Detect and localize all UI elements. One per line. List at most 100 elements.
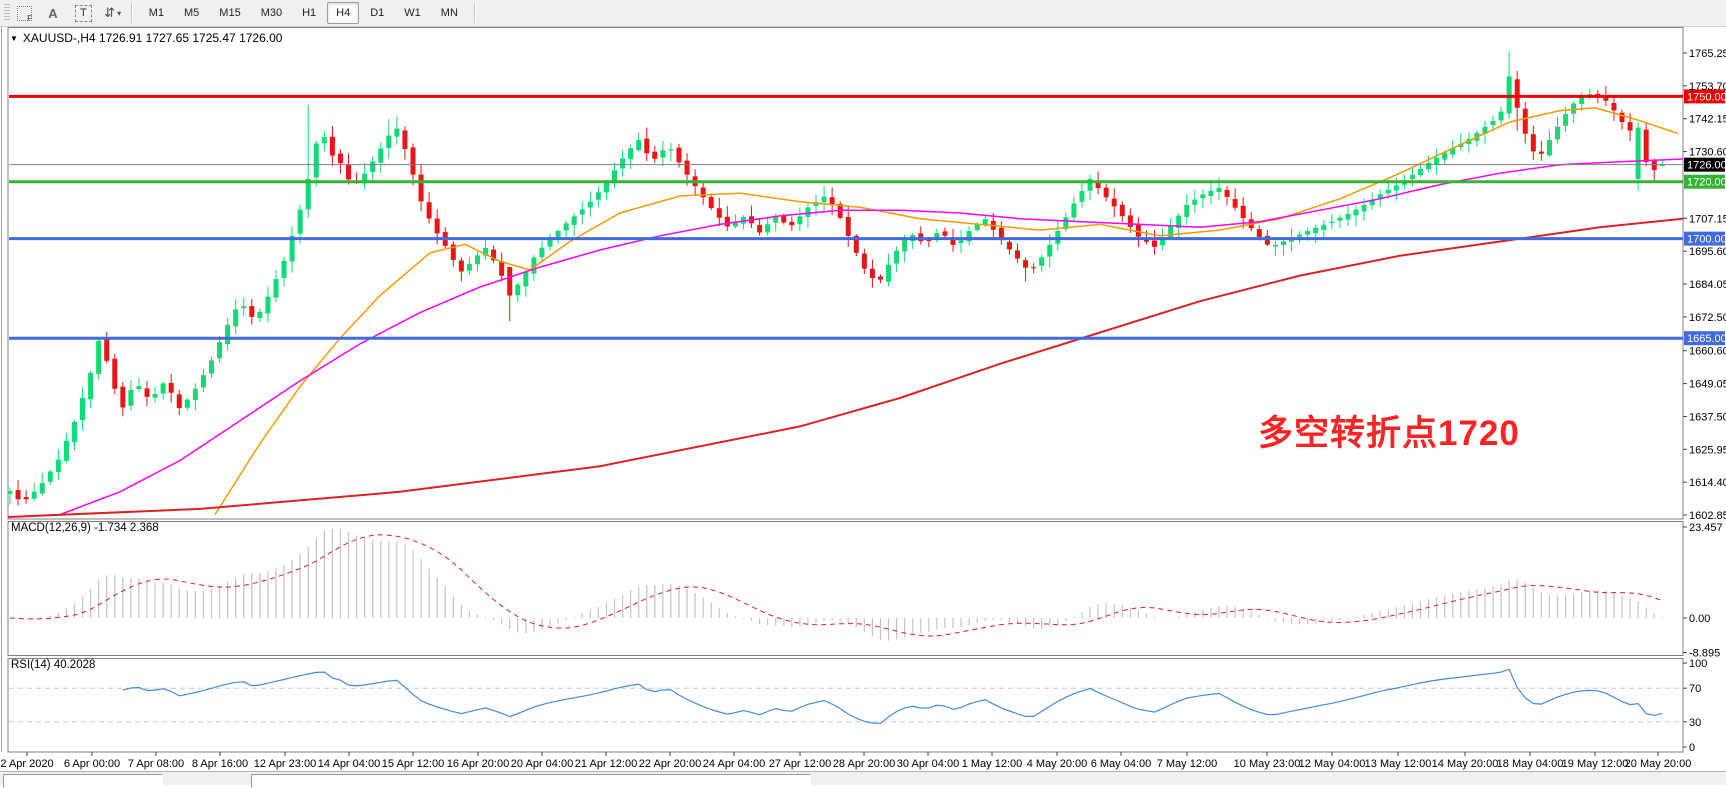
candle-body [571, 216, 577, 226]
macd-panel[interactable] [7, 521, 1684, 656]
text-annotation-button[interactable]: A [36, 3, 70, 23]
timeframe-button-MN[interactable]: MN [440, 7, 458, 19]
candle-body [555, 230, 561, 237]
candle-body [547, 238, 553, 247]
timeframe-button-M15[interactable]: M15 [219, 7, 241, 19]
macd-histogram-bar [904, 618, 906, 638]
macd-histogram-bar [186, 590, 188, 618]
date-axis-label: 20 May 20:00 [1625, 758, 1692, 770]
candle-body [362, 173, 368, 184]
status-section [251, 774, 811, 788]
candle-body [668, 149, 674, 151]
candle-body [1611, 102, 1617, 111]
macd-histogram-bar [541, 618, 543, 630]
candle-body [974, 224, 980, 231]
price-badge [1684, 231, 1725, 246]
macd-histogram-bar [146, 580, 148, 618]
timeframe-button-W1[interactable]: W1 [404, 7, 421, 19]
macd-histogram-bar [202, 590, 205, 618]
price-badge-label: 1700.00 [1687, 234, 1726, 246]
candle-body [732, 222, 738, 227]
price-axis-label: 1695.60 [1689, 246, 1726, 258]
candle-body [168, 382, 174, 393]
macd-histogram-bar [106, 575, 108, 618]
timeframe-button-M30[interactable]: M30 [260, 7, 283, 19]
price-axis-label: 1614.40 [1689, 477, 1726, 489]
rsi-series: 100 70 30 0 [9, 658, 1707, 754]
symbol-dropdown-icon[interactable]: ▼ [10, 34, 18, 43]
candle-body [378, 148, 384, 163]
period-separators-button[interactable]: F [13, 3, 36, 23]
macd-histogram-bar [307, 546, 309, 618]
macd-histogram-bar [605, 602, 608, 618]
candle-body [1426, 162, 1432, 170]
candle-body [281, 260, 287, 278]
candle-body [1555, 126, 1561, 140]
candle-body [1313, 227, 1319, 234]
candle-body [1087, 178, 1093, 191]
candle-body [1127, 215, 1133, 227]
macd-histogram-bar [1210, 608, 1212, 618]
candle-body [1393, 185, 1399, 191]
macd-histogram-bar [1016, 618, 1019, 624]
timeframe-button-M5[interactable]: M5 [184, 7, 200, 19]
macd-histogram-bar [960, 618, 962, 627]
date-axis-label: 28 Apr 20:00 [833, 758, 895, 770]
candle-body [845, 217, 851, 236]
timeframe-button-M1[interactable]: M1 [148, 7, 165, 19]
candle-body [765, 224, 771, 233]
rsi-indicator-label: RSI(14) 40.2028 [11, 659, 96, 671]
timeframe-button-H4[interactable]: H4 [327, 2, 360, 24]
candle-body [1538, 151, 1544, 154]
macd-histogram-bar [1661, 617, 1663, 618]
timeframe-button-H1[interactable]: H1 [302, 7, 317, 19]
text-label-button[interactable]: T [70, 3, 97, 23]
candle-body [1006, 241, 1012, 250]
date-axis[interactable]: 2 Apr 2020 6 Apr 00:00 7 Apr 08:00 8 Apr 16… [0, 752, 1691, 770]
rsi-axis-label: 0 [1689, 742, 1695, 754]
price-axis-label: 1742.15 [1689, 114, 1726, 126]
candle-body [402, 130, 408, 150]
macd-histogram-bar [122, 577, 124, 618]
candle-body [1409, 174, 1415, 180]
candle-body [96, 340, 102, 374]
macd-histogram-bar [452, 596, 454, 618]
macd-histogram-bar [267, 571, 269, 618]
candle-body [1377, 194, 1383, 199]
main-panel[interactable] [7, 27, 1684, 520]
candle-body [1563, 114, 1569, 126]
macd-histogram-bar [210, 588, 213, 618]
macd-histogram-bar [630, 590, 632, 618]
toolbar-drag-handle[interactable] [4, 4, 10, 22]
candle-body [1337, 217, 1343, 221]
candle-body [15, 490, 21, 500]
macd-histogram-bar [533, 618, 535, 632]
rsi-panel[interactable] [7, 658, 1684, 753]
candle-body [1305, 231, 1311, 235]
macd-histogram-bar [1065, 618, 1067, 622]
price-axis[interactable]: 1765.25 1753.70 1742.15 1730.60 1707.15 1695.… [1683, 48, 1726, 522]
date-axis-label: 20 Apr 04:00 [511, 758, 573, 770]
macd-histogram-bar [484, 616, 487, 618]
macd-histogram-bar [1218, 606, 1220, 618]
cycle-chart-button[interactable]: ⇵ ▾ [97, 3, 125, 23]
candle-body [1208, 190, 1214, 197]
candle-body [620, 158, 626, 169]
candle-body [1450, 148, 1456, 155]
candle-body [1192, 199, 1198, 205]
timeframe-button-D1[interactable]: D1 [370, 7, 385, 19]
macd-histogram-bar [388, 540, 390, 618]
macd-histogram-bar [1170, 617, 1172, 619]
candle-body [1345, 213, 1351, 220]
candle-body [152, 394, 158, 398]
chart-title-text: XAUUSD-,H4 1726.91 1727.65 1725.47 1726.… [22, 31, 283, 45]
chart-area[interactable]: 1750.001726.001720.001700.001665.001765.… [0, 27, 1726, 772]
macd-histogram-bar [1145, 613, 1148, 618]
candle-body [531, 257, 537, 274]
macd-indicator-label: MACD(12,26,9) -1.734 2.368 [11, 522, 159, 534]
candle-body [773, 216, 779, 223]
macd-histogram-bar [1540, 592, 1542, 618]
candle-body [466, 263, 472, 271]
price-badge [1684, 331, 1725, 346]
macd-histogram-bar [49, 615, 51, 618]
